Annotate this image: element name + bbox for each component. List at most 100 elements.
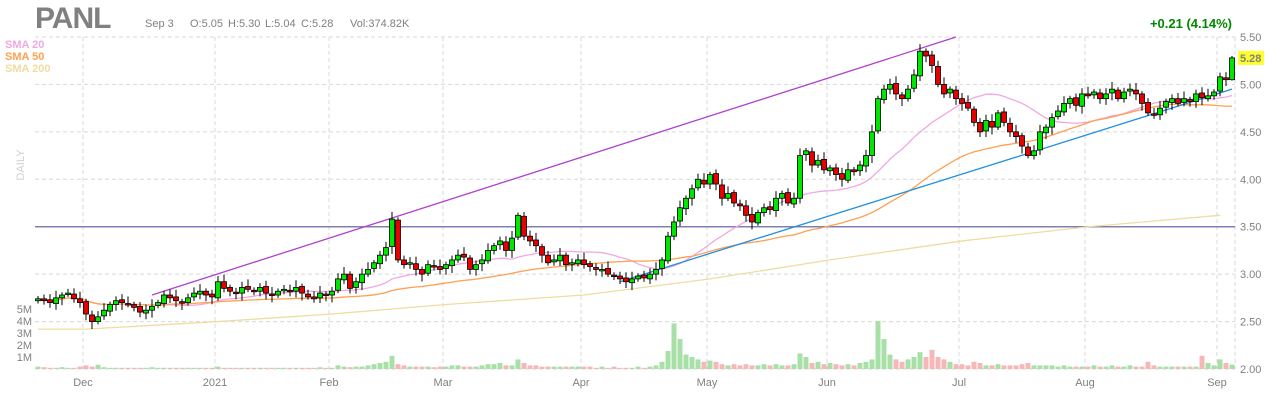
volume-bar (425, 366, 431, 369)
candle-body (1205, 95, 1211, 100)
volume-bar (59, 367, 65, 369)
volume-bar (617, 367, 623, 369)
volume-bar (707, 360, 713, 369)
volume-bar (71, 367, 77, 369)
volume-bar (1037, 365, 1043, 369)
candle-body (863, 155, 869, 167)
candle-body (449, 259, 455, 267)
candle-body (1139, 93, 1145, 104)
candle-body (1229, 57, 1235, 81)
volume-bar (1031, 365, 1037, 369)
volume-bar (401, 365, 407, 369)
volume-bar (779, 365, 785, 369)
volume-bar (797, 353, 803, 369)
last-price-badge (1238, 50, 1264, 65)
volume-bar (467, 366, 473, 369)
volume-bar (323, 367, 329, 369)
volume-bar (845, 364, 851, 369)
timeframe-label: DAILY (15, 149, 27, 181)
candle-body (521, 215, 527, 237)
candle-body (1055, 110, 1061, 118)
volume-bar (1157, 366, 1163, 369)
x-tick-label: Sep (1207, 377, 1227, 389)
volume-bar (983, 365, 989, 369)
candle-body (401, 259, 407, 266)
volume-bar (767, 365, 773, 369)
candle-body (365, 268, 371, 275)
volume-bar (623, 367, 629, 369)
x-tick-label: 2021 (203, 377, 227, 389)
candle-body (377, 254, 383, 265)
candle-body (1163, 101, 1169, 108)
volume-bar (887, 354, 893, 369)
volume-tick-label: 4M (17, 316, 32, 328)
volume-bar (119, 367, 125, 369)
volume-bar (509, 365, 515, 369)
candle-body (155, 302, 161, 306)
volume-bar (1061, 365, 1067, 369)
volume-bar (821, 364, 827, 369)
candle-body (245, 286, 251, 290)
volume-bar (545, 366, 551, 369)
candle-body (725, 193, 731, 199)
candle-body (395, 219, 401, 261)
volume-bar (209, 367, 215, 369)
volume-bar (1073, 366, 1079, 369)
candle-body (389, 218, 395, 248)
candle-body (1025, 146, 1031, 156)
candle-body (869, 131, 875, 156)
candle-body (593, 267, 599, 270)
volume-bar (215, 366, 221, 369)
volume-bar (833, 364, 839, 369)
candle-body (221, 281, 227, 289)
volume-bar (665, 351, 671, 369)
volume-tick-label: 1M (17, 352, 32, 364)
volume-bar (395, 364, 401, 369)
volume-bar (569, 366, 575, 369)
candle-body (671, 221, 677, 237)
volume-bar (1163, 366, 1169, 369)
volume-bar (143, 367, 149, 369)
candle-body (137, 305, 143, 313)
candle-body (659, 259, 665, 269)
candle-body (143, 309, 149, 314)
candle-body (569, 262, 575, 265)
volume-bar (275, 367, 281, 369)
candle-body (305, 293, 311, 298)
candle-body (941, 84, 947, 95)
candle-body (719, 184, 725, 199)
volume-bar (53, 367, 59, 369)
volume-bar (269, 367, 275, 369)
volume-bar (857, 363, 863, 369)
quote-low: L:5.04 (265, 18, 296, 30)
volume-bar (221, 367, 227, 369)
volume-bar (1139, 366, 1145, 369)
volume-bar (935, 357, 941, 369)
candle-body (1001, 111, 1007, 123)
price-tick-label: 3.00 (1240, 269, 1261, 281)
x-tick-label: Apr (572, 377, 589, 389)
candle-body (71, 293, 77, 300)
candle-body (455, 254, 461, 261)
volume-bar (335, 365, 341, 369)
volume-bar (683, 354, 689, 369)
volume-bar (653, 365, 659, 369)
candle-body (551, 259, 557, 263)
ticker-symbol: PANL (35, 2, 111, 35)
candle-body (779, 193, 785, 199)
candle-body (1199, 92, 1205, 99)
volume-bar (317, 367, 323, 369)
sma200-line (38, 214, 1221, 330)
volume-bar (1199, 355, 1205, 369)
candle-body (695, 178, 701, 189)
candle-body (47, 299, 53, 303)
volume-bar (575, 366, 581, 369)
candle-body (329, 290, 335, 296)
candle-body (683, 197, 689, 210)
volume-bar (353, 366, 359, 369)
volume-bar (1109, 365, 1115, 369)
volume-bar (863, 361, 869, 369)
volume-bar (521, 363, 527, 369)
volume-bar (995, 364, 1001, 369)
